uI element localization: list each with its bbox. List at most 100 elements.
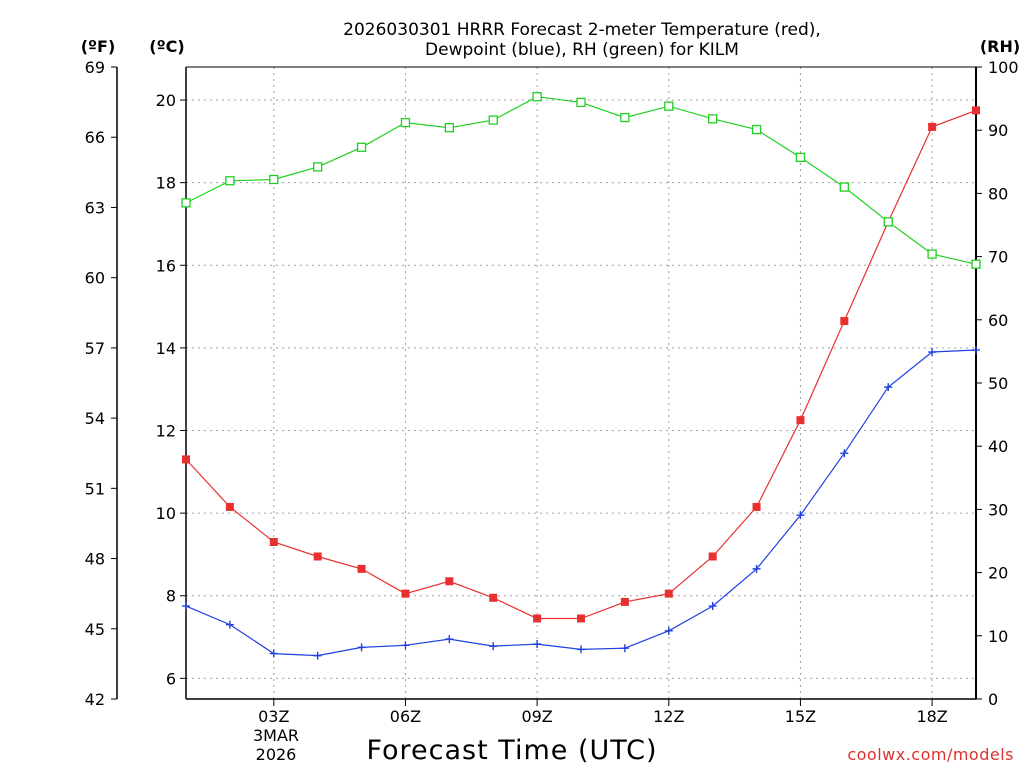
data-point: [444, 123, 454, 133]
rh-tick-label: 0: [988, 690, 998, 709]
fahrenheit-tick-label: 60: [85, 269, 105, 288]
series-line: [185, 109, 977, 620]
data-point: [883, 217, 893, 227]
title-line-2: Dewpoint (blue), RH (green) for KILM: [425, 40, 739, 60]
series-line: [185, 349, 977, 657]
rh-tick-label: 60: [988, 311, 1008, 330]
data-point: [313, 162, 323, 172]
fahrenheit-tick-label: 45: [85, 620, 105, 639]
data-point: [533, 640, 542, 649]
data-point: [971, 259, 981, 269]
celsius-tick-label: 14: [156, 339, 176, 358]
celsius-tick-label: 10: [156, 504, 176, 523]
date-label-year: 2026: [256, 745, 297, 764]
axes: 42 45 48 51 54 57 60 63 66 69 6 8 10 12 14 16 18 20 0 10 20 3…: [85, 58, 1019, 726]
data-point: [840, 317, 849, 326]
data-point: [356, 142, 367, 152]
data-point: [796, 511, 805, 520]
data-point: [664, 101, 674, 111]
celsius-tick-label: 12: [156, 422, 176, 441]
data-point: [577, 645, 585, 654]
fahrenheit-tick-label: 51: [85, 479, 105, 498]
data-point: [928, 348, 937, 357]
data-point: [795, 152, 806, 163]
data-point: [489, 642, 498, 651]
rh-tick-label: 40: [988, 437, 1008, 456]
data-point: [182, 455, 190, 464]
data-point: [972, 106, 980, 115]
data-point: [708, 552, 717, 561]
data-point: [928, 122, 937, 131]
data-point: [577, 614, 585, 623]
data-point: [225, 176, 235, 186]
celsius-unit-label: (ºC): [149, 37, 184, 56]
x-tick-label: 06Z: [390, 707, 421, 726]
data-point: [840, 449, 849, 458]
data-point: [708, 602, 717, 611]
fahrenheit-tick-label: 63: [85, 198, 105, 217]
data-point: [225, 502, 234, 511]
celsius-tick-label: 8: [166, 587, 176, 606]
series-dewpoint: [182, 345, 980, 660]
data-point: [533, 614, 542, 623]
fahrenheit-tick-label: 42: [85, 690, 105, 709]
data-point: [182, 602, 190, 611]
fahrenheit-tick-label: 69: [85, 58, 105, 77]
data-point: [620, 112, 630, 123]
data-point: [751, 124, 762, 135]
fahrenheit-tick-label: 48: [85, 550, 105, 569]
gridlines: [186, 67, 976, 699]
data-point: [401, 641, 410, 650]
x-tick-label: 15Z: [785, 707, 816, 726]
data-point: [927, 249, 937, 259]
celsius-tick-label: 20: [156, 91, 176, 110]
rh-tick-label: 90: [988, 121, 1008, 140]
data-series: [181, 92, 981, 660]
rh-unit-label: (RH): [980, 37, 1020, 56]
data-point: [488, 115, 498, 125]
data-point: [445, 577, 454, 586]
data-point: [839, 182, 849, 192]
x-tick-label: 12Z: [653, 707, 684, 726]
series-rh: [181, 92, 981, 269]
series-line: [185, 96, 977, 265]
data-point: [796, 416, 805, 425]
data-point: [664, 589, 673, 598]
title-line-1: 2026030301 HRRR Forecast 2-meter Tempera…: [343, 20, 821, 40]
date-label-day: 3MAR: [253, 726, 299, 745]
data-point: [576, 97, 586, 108]
data-point: [708, 114, 718, 124]
series-2-meter-temperature: [182, 106, 980, 623]
celsius-tick-label: 18: [156, 174, 176, 193]
x-tick-label: 18Z: [916, 707, 947, 726]
rh-tick-label: 80: [988, 184, 1008, 203]
data-point: [269, 538, 278, 547]
rh-tick-label: 70: [988, 248, 1008, 267]
data-point: [313, 651, 322, 660]
data-point: [445, 635, 454, 644]
data-point: [357, 564, 366, 573]
data-point: [752, 502, 761, 511]
data-point: [884, 383, 893, 392]
celsius-tick-label: 16: [156, 256, 176, 275]
rh-tick-label: 20: [988, 564, 1008, 583]
data-point: [313, 552, 322, 561]
chart-title: 2026030301 HRRR Forecast 2-meter Tempera…: [343, 20, 821, 60]
data-point: [401, 589, 410, 598]
rh-tick-label: 10: [988, 627, 1008, 646]
credit-text: coolwx.com/models: [847, 745, 1014, 764]
data-point: [972, 345, 980, 354]
fahrenheit-tick-label: 66: [85, 128, 105, 147]
fahrenheit-tick-label: 54: [85, 409, 105, 428]
data-point: [269, 649, 278, 658]
data-point: [489, 593, 498, 602]
data-point: [269, 174, 279, 185]
data-point: [620, 597, 629, 606]
x-tick-label: 03Z: [258, 707, 289, 726]
x-tick-label: 09Z: [521, 707, 552, 726]
data-point: [181, 198, 191, 208]
data-point: [620, 644, 629, 653]
x-axis-title: Forecast Time (UTC): [366, 735, 657, 766]
data-point: [357, 643, 366, 652]
